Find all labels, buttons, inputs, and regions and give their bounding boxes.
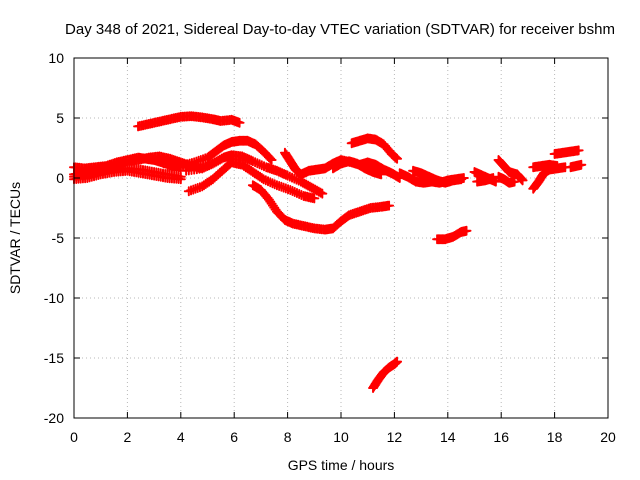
y-tick-label: -5 [52, 230, 65, 246]
data-point [234, 117, 245, 128]
series-arc-23 [549, 145, 584, 159]
y-tick-label: 10 [48, 50, 64, 66]
series-arc-12 [346, 133, 403, 164]
series-arc-8 [183, 157, 320, 204]
grid-lines [74, 58, 608, 418]
data-point [576, 159, 587, 170]
series-arc-5 [69, 165, 186, 185]
series-arc-6 [162, 135, 277, 173]
data-point [265, 153, 276, 164]
series-arc-9 [247, 180, 395, 235]
series-arc-24 [565, 159, 587, 173]
series-arc-7 [181, 150, 328, 199]
y-tick-label: -20 [44, 410, 64, 426]
y-tick-label: 0 [56, 170, 64, 186]
data-point [392, 356, 403, 367]
x-tick-label: 4 [177, 429, 185, 445]
chart-title: Day 348 of 2021, Sidereal Day-to-day VTE… [65, 21, 615, 38]
x-tick-label: 8 [284, 429, 292, 445]
series-arc-11 [327, 156, 387, 180]
x-tick-label: 6 [230, 429, 238, 445]
data-point [309, 193, 320, 204]
y-tick-label: -15 [44, 350, 64, 366]
data-point [317, 188, 328, 199]
series-arc-13 [368, 356, 403, 393]
y-tick-label: 5 [56, 110, 64, 126]
x-tick-label: 14 [440, 429, 456, 445]
series-arc-22 [528, 159, 563, 173]
y-axis-ticks: -20 -15 -10 -5 0 5 10 [44, 50, 608, 426]
data-point [509, 176, 520, 187]
data-point [517, 175, 528, 186]
data-point [376, 169, 387, 180]
x-tick-label: 18 [547, 429, 563, 445]
data-point [266, 155, 277, 165]
x-axis-ticks: 0 2 4 6 8 10 12 14 16 18 20 [70, 58, 616, 445]
x-tick-label: 16 [493, 429, 509, 445]
y-axis-label: SDTVAR / TECUs [7, 182, 23, 294]
x-tick-label: 12 [387, 429, 403, 445]
data-point [175, 174, 186, 185]
x-tick-label: 20 [600, 429, 616, 445]
series-arc-1 [133, 111, 245, 132]
x-tick-label: 10 [333, 429, 349, 445]
data-point [384, 200, 395, 211]
y-tick-label: -10 [44, 290, 64, 306]
series-arc-19 [493, 155, 528, 186]
data-point [456, 174, 467, 185]
series-arc-16 [432, 225, 472, 245]
data-point [573, 145, 584, 156]
data-point [552, 161, 563, 171]
x-axis-label: GPS time / hours [288, 457, 395, 473]
data-point [461, 225, 472, 236]
series-arc-20 [493, 171, 520, 188]
data-points [69, 111, 587, 393]
series-arc-15 [408, 165, 467, 188]
x-tick-label: 0 [70, 429, 78, 445]
series-arc-18 [472, 173, 499, 187]
data-point [392, 153, 403, 164]
x-tick-label: 2 [124, 429, 132, 445]
